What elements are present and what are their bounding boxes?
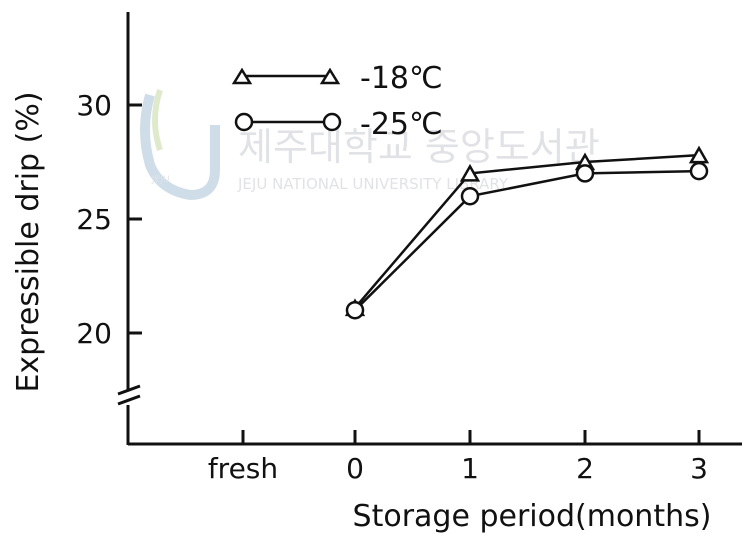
y-ticks: 20 25 30 [76, 89, 142, 350]
legend: -18℃ -25℃ [231, 61, 443, 142]
circle-point [345, 300, 365, 320]
watermark-english: JEJU NATIONAL UNIVERSITY LIBRARY [237, 175, 509, 193]
circle-point [575, 164, 595, 183]
legend-label-25: -25℃ [360, 107, 443, 142]
x-tick-label: 1 [461, 452, 479, 485]
series-line-1 [354, 169, 700, 312]
legend-item-18: -18℃ [231, 61, 443, 96]
x-ticks: fresh 0 1 2 3 [208, 430, 708, 485]
circle-point [689, 161, 709, 181]
watermark-logo: JEJU [140, 89, 220, 201]
y-tick-label: 30 [76, 89, 112, 122]
x-tick-label: 3 [690, 452, 708, 485]
watermark: JEJU 제주대학교 중앙도서관 JEJU NATIONAL UNIVERSIT… [140, 89, 600, 201]
y-tick-label: 20 [76, 317, 112, 350]
axis-break-symbol [117, 384, 141, 406]
x-tick-label: 2 [576, 452, 594, 485]
y-axis-title: Expressible drip (%) [11, 91, 46, 392]
legend-label-18: -18℃ [360, 61, 443, 96]
legend-item-25: -25℃ [234, 107, 443, 142]
x-tick-label: 0 [346, 452, 364, 485]
legend-triangle-marker [231, 67, 253, 85]
series-layer [344, 145, 710, 320]
legend-circle-marker [322, 112, 342, 132]
y-tick-label: 25 [76, 203, 112, 236]
x-axis-title: Storage period(months) [353, 499, 712, 534]
x-tick-label: fresh [208, 452, 278, 485]
legend-triangle-marker [319, 67, 341, 85]
watermark-korean: 제주대학교 중앙도서관 [238, 125, 600, 169]
series-line-0 [354, 153, 700, 309]
circle-point [460, 186, 480, 206]
watermark-logo-text: JEJU [151, 175, 170, 185]
triangle-point [459, 163, 481, 182]
legend-circle-marker [234, 112, 254, 132]
